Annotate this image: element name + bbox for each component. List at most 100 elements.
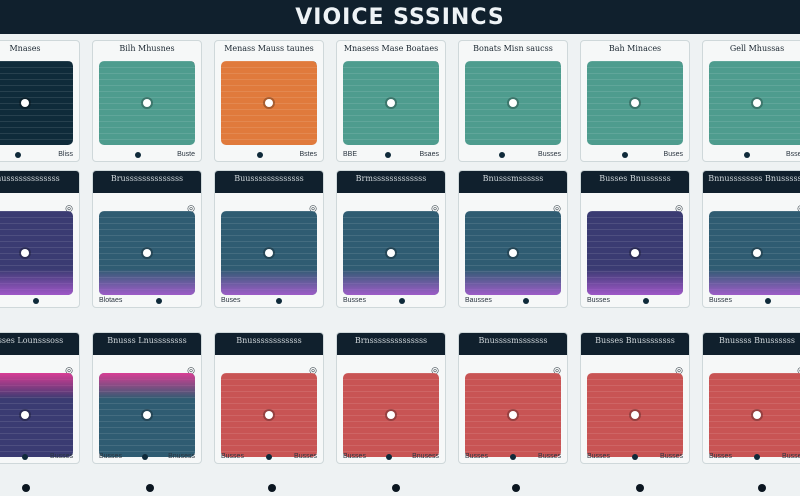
session-card[interactable]: Bnusssssssssssss ◎ Bausss	[0, 170, 80, 308]
session-card[interactable]: Busses Bnussssss ◎ Busses	[580, 170, 690, 308]
page-dot-icon[interactable]	[268, 484, 276, 492]
session-waveform-display[interactable]	[221, 373, 317, 457]
session-waveform-display[interactable]	[0, 373, 73, 457]
session-waveform-display[interactable]	[343, 61, 439, 145]
session-card[interactable]: Bnnussssssss Bnussssss ◎ Busses	[702, 170, 800, 308]
session-waveform-display[interactable]	[0, 61, 73, 145]
settings-icon[interactable]: ◎	[65, 365, 73, 375]
session-card-title: Bnussssmsssssss	[459, 333, 567, 355]
page-dot-icon[interactable]	[22, 484, 30, 492]
record-indicator-icon[interactable]	[631, 411, 639, 419]
session-card-footer: Bausses	[465, 297, 561, 304]
page-dot-icon[interactable]	[758, 484, 766, 492]
record-indicator-icon[interactable]	[509, 411, 517, 419]
session-card-title: Gell Mhussas	[729, 44, 785, 53]
session-card[interactable]: Brussssssssssssss ◎ Blotaes	[92, 170, 202, 308]
session-card[interactable]: Mnases◎Bliss	[0, 40, 80, 162]
record-indicator-icon[interactable]	[265, 249, 273, 257]
session-waveform-display[interactable]	[587, 373, 683, 457]
record-indicator-icon[interactable]	[21, 99, 29, 107]
page-dot-icon[interactable]	[146, 484, 154, 492]
session-card-footer: BBE Bsaes	[343, 151, 439, 158]
session-waveform-display[interactable]	[709, 61, 800, 145]
record-indicator-icon[interactable]	[631, 99, 639, 107]
session-waveform-display[interactable]	[99, 373, 195, 457]
session-waveform-display[interactable]	[99, 61, 195, 145]
session-waveform-display[interactable]	[99, 211, 195, 295]
session-card[interactable]: Menass Mauss taunes◎Bstes	[214, 40, 324, 162]
settings-icon[interactable]: ◎	[431, 365, 439, 375]
record-indicator-icon[interactable]	[21, 411, 29, 419]
session-waveform-display[interactable]	[343, 373, 439, 457]
session-card-footer: Busses	[343, 297, 439, 304]
settings-icon[interactable]: ◎	[553, 365, 561, 375]
session-card[interactable]: Brnssssssssssssss ◎ Busses Bnusess	[336, 332, 446, 464]
session-card[interactable]: Bonats Misn saucss◎Busses	[458, 40, 568, 162]
footer-left-label: Busses	[709, 453, 732, 460]
session-card[interactable]: Bilh Mhusnes◎Buste	[92, 40, 202, 162]
session-card[interactable]: Bnussssssssssss ◎ Busses Busses	[214, 332, 324, 464]
session-card[interactable]: Brmsssssssssssss ◎ Busses	[336, 170, 446, 308]
session-waveform-display[interactable]	[0, 211, 73, 295]
settings-icon[interactable]: ◎	[309, 203, 317, 213]
page-dot-icon[interactable]	[392, 484, 400, 492]
session-card[interactable]: Bnussss Bnussssss ◎ Busses Busses	[702, 332, 800, 464]
session-card[interactable]: Bah Minaces◎Buses	[580, 40, 690, 162]
page-dot-icon[interactable]	[512, 484, 520, 492]
session-card[interactable]: Buusssssssssssss ◎ Buses	[214, 170, 324, 308]
session-waveform-display[interactable]	[709, 373, 800, 457]
session-card[interactable]: Bnusssmssssss ◎ Bausses	[458, 170, 568, 308]
settings-icon[interactable]: ◎	[431, 203, 439, 213]
session-card[interactable]: Busses Bnussssssss ◎ Busses Busses	[580, 332, 690, 464]
status-dot-icon	[14, 151, 21, 158]
record-indicator-icon[interactable]	[387, 411, 395, 419]
session-card[interactable]: Gell Mhussas◎Bsses	[702, 40, 800, 162]
page-dot-icon[interactable]	[636, 484, 644, 492]
settings-icon[interactable]: ◎	[553, 203, 561, 213]
session-waveform-display[interactable]	[465, 211, 561, 295]
session-card-title: Bilh Mhusnes	[119, 44, 175, 53]
session-waveform-display[interactable]	[587, 61, 683, 145]
footer-left-label: Busses	[221, 453, 244, 460]
settings-icon[interactable]: ◎	[675, 365, 683, 375]
session-card-footer: Buses	[587, 151, 683, 158]
session-waveform-display[interactable]	[343, 211, 439, 295]
settings-icon[interactable]: ◎	[797, 365, 800, 376]
record-indicator-icon[interactable]	[21, 249, 29, 257]
session-waveform-display[interactable]	[221, 211, 317, 295]
footer-right-label: Bsses	[785, 151, 800, 158]
session-waveform-display[interactable]	[709, 211, 800, 295]
session-waveform-display[interactable]	[221, 61, 317, 145]
record-indicator-icon[interactable]	[387, 249, 395, 257]
record-indicator-icon[interactable]	[143, 99, 151, 107]
settings-icon[interactable]: ◎	[187, 203, 195, 213]
record-indicator-icon[interactable]	[387, 99, 395, 107]
status-dot-icon	[765, 297, 772, 304]
settings-icon[interactable]: ◎	[797, 203, 800, 214]
record-indicator-icon[interactable]	[265, 411, 273, 419]
settings-icon[interactable]: ◎	[675, 203, 683, 213]
session-waveform-display[interactable]	[465, 373, 561, 457]
session-waveform-display[interactable]	[587, 211, 683, 295]
session-card-title: Brnssssssssssssss	[337, 333, 445, 355]
record-indicator-icon[interactable]	[143, 249, 151, 257]
settings-icon[interactable]: ◎	[309, 365, 317, 375]
session-card-title: Brussssssssssssss	[93, 171, 201, 193]
record-indicator-icon[interactable]	[753, 249, 761, 257]
record-indicator-icon[interactable]	[265, 99, 273, 107]
record-indicator-icon[interactable]	[753, 411, 761, 419]
settings-icon[interactable]: ◎	[65, 203, 73, 213]
session-card[interactable]: Bnusss Lnussssssss ◎ Busses Bnusess	[92, 332, 202, 464]
record-indicator-icon[interactable]	[143, 411, 151, 419]
record-indicator-icon[interactable]	[753, 99, 761, 107]
record-indicator-icon[interactable]	[509, 249, 517, 257]
settings-icon[interactable]: ◎	[187, 365, 195, 375]
record-indicator-icon[interactable]	[631, 249, 639, 257]
record-indicator-icon[interactable]	[509, 99, 517, 107]
session-waveform-display[interactable]	[465, 61, 561, 145]
session-card[interactable]: Bnussssmsssssss ◎ Busses Busses	[458, 332, 568, 464]
footer-left-label: Busses	[343, 453, 366, 460]
